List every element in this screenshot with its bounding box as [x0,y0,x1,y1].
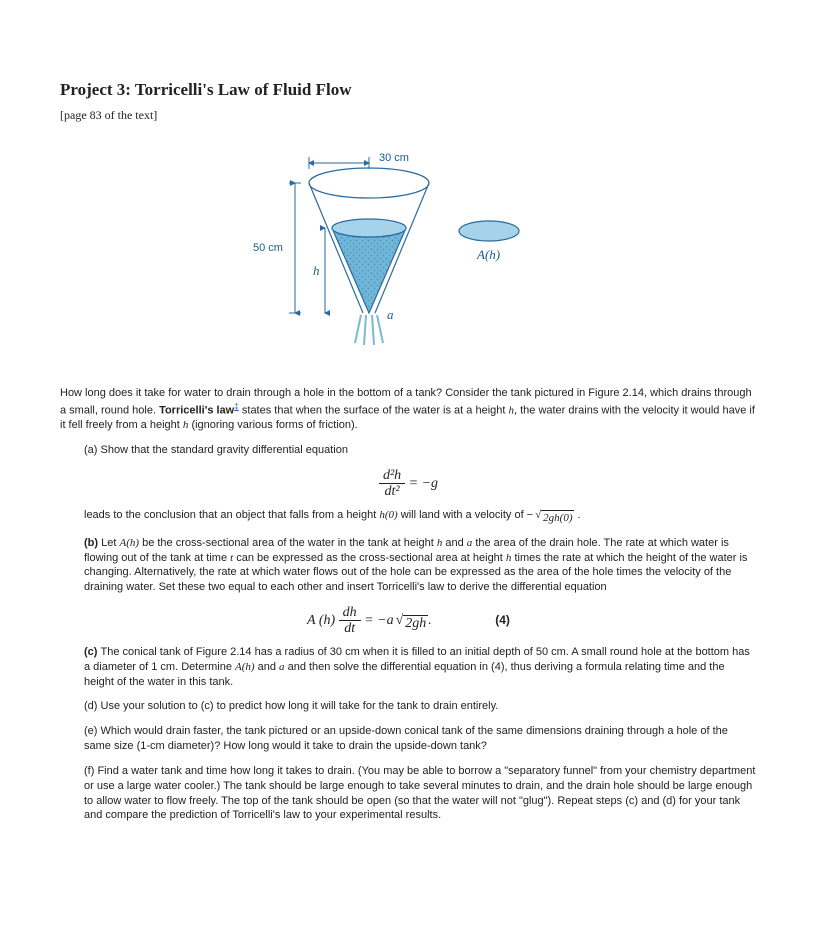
after-eq1-b: will land with a velocity of − [398,509,533,521]
eq2-lhs: A (h) [307,613,335,628]
after-eq1-h0: h(0) [379,509,397,521]
equation-1: d²h dt² = −g [60,468,757,500]
area-label: A(h) [476,247,500,262]
eq2-rhs-b: . [428,613,432,628]
part-a: (a) Show that the standard gravity diffe… [84,443,757,458]
eq2-rad: 2gh [403,615,428,632]
part-c-b: and [255,661,279,673]
intro-bold: Torricelli's law [159,405,234,417]
eq1-rhs: = −g [409,476,438,491]
eq2-number: (4) [495,613,510,627]
part-b: (b) Let A(h) be the cross-sectional area… [84,536,757,595]
figure-container: a 30 cm 50 cm h A(h) [60,143,757,368]
part-b-c: and [442,537,466,549]
part-d: (d) Use your solution to (c) to predict … [84,699,757,714]
part-b-e: can be expressed as the cross-sectional … [233,552,506,564]
eq2-num: dh [339,605,361,621]
after-eq1: leads to the conclusion that an object t… [84,508,757,526]
outflow [355,315,383,345]
intro-paragraph: How long does it take for water to drain… [60,386,757,433]
top-width-label: 30 cm [379,152,409,164]
after-eq1-rad: 2gh(0) [541,510,574,526]
page-title: Project 3: Torricelli's Law of Fluid Flo… [60,80,757,100]
page-subtitle: [page 83 of the text] [60,108,757,123]
part-b-lead: (b) [84,537,101,549]
intro-text-d: (ignoring various forms of friction). [188,419,357,431]
figure-svg: a 30 cm 50 cm h A(h) [229,143,589,363]
hole-label: a [387,307,394,322]
part-c: (c) The conical tank of Figure 2.14 has … [84,645,757,690]
eq1-num: d²h [379,468,405,484]
part-b-b: be the cross-sectional area of the water… [139,537,437,549]
eq2-den: dt [339,621,361,636]
part-b-Ah: A(h) [119,537,139,549]
eq1-den: dt² [379,484,405,499]
equation-2: A (h) dh dt = −a 2gh. (4) [60,605,757,637]
eq2-rhs-a: = −a [361,613,394,628]
after-eq1-a: leads to the conclusion that an object t… [84,509,379,521]
after-eq1-c: . [574,509,580,521]
part-c-lead: (c) [84,646,101,658]
part-c-Ah: A(h) [235,661,255,673]
document-page: Project 3: Torricelli's Law of Fluid Flo… [0,0,817,949]
intro-text-b: states that when the surface of the wate… [239,405,509,417]
part-e: (e) Which would drain faster, the tank p… [84,724,757,754]
area-ellipse [459,221,519,241]
part-f: (f) Find a water tank and time how long … [84,764,757,823]
inner-height-label: h [313,263,320,278]
left-height-label: 50 cm [253,242,283,254]
part-b-a: Let [101,537,119,549]
